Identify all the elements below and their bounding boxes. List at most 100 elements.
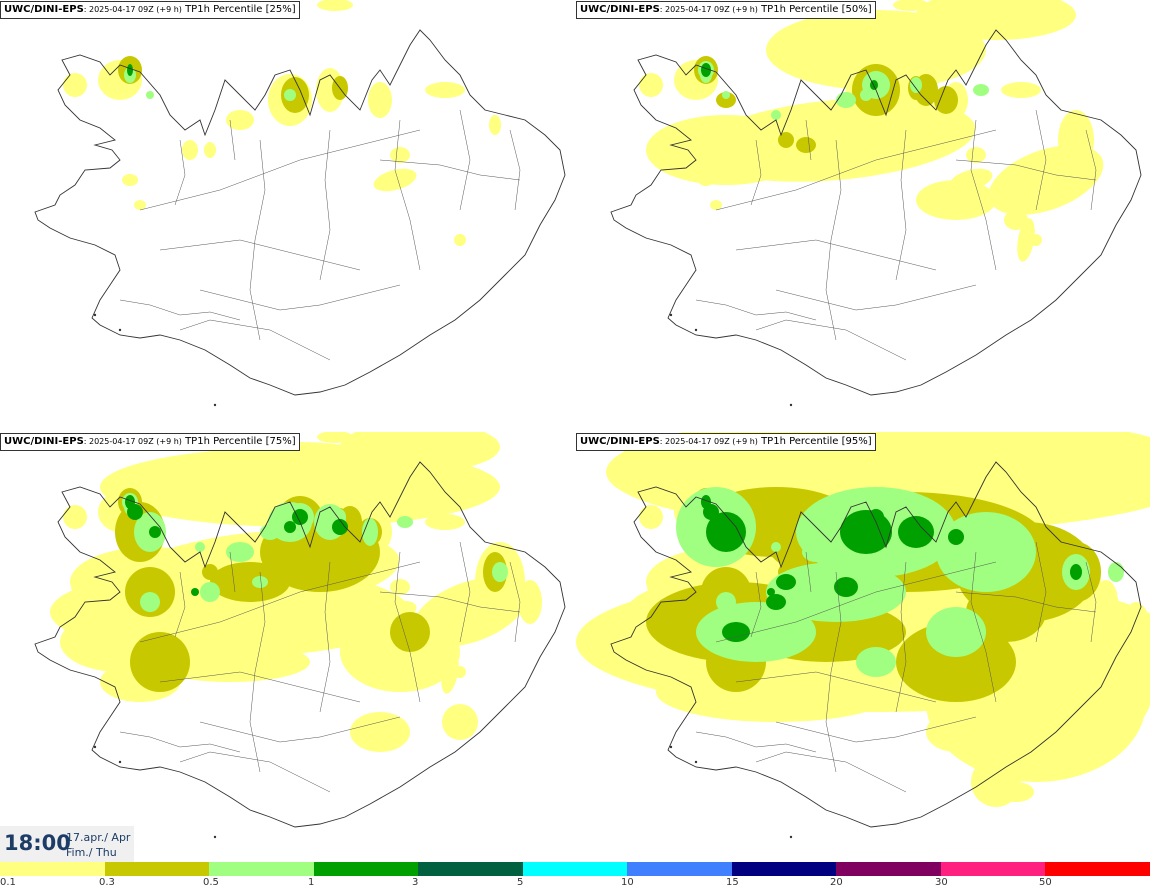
colorbar-segment [627,862,732,876]
island [669,745,673,749]
road-line [755,319,907,361]
valid-time: 18:00 [4,831,71,855]
road-line [895,129,907,281]
precip-area [706,512,746,552]
precip-area [722,622,750,642]
run-time: : 2025-04-17 09Z (+9 h) [659,5,758,14]
precip-area [252,576,268,588]
road-line [805,551,812,593]
colorbar-label: 10 [621,877,634,888]
colorbar-labels: 0.1 0.3 0.5 1 3 5 10 15 20 30 50 [0,877,1150,891]
colorbar-label: 0.5 [203,877,219,888]
road-line [229,119,236,161]
precip-area [210,562,290,602]
colorbar-segment [0,862,105,876]
road-line [249,139,266,341]
island [93,745,97,749]
colorbar-label: 30 [935,877,948,888]
road-line [1085,129,1097,211]
precip-area [776,574,796,590]
precip-area [317,0,353,11]
model-name: UWC/DINI-EPS [4,4,84,15]
precip-area [350,712,410,752]
precip-area [489,115,501,135]
road-line [394,119,421,271]
colorbar-label: 3 [412,877,419,888]
model-name: UWC/DINI-EPS [4,436,84,447]
road-line [775,284,977,311]
road-line [319,129,331,281]
road-line [805,119,812,161]
island [694,760,698,764]
precip-area [1017,218,1035,262]
precip-area [390,612,430,652]
precip-area [840,510,892,554]
island [93,313,97,317]
precip-area [771,542,781,552]
coastline [610,29,1142,396]
colorbar-label: 15 [726,877,739,888]
run-time: : 2025-04-17 09Z (+9 h) [659,437,758,446]
road-line [174,139,186,206]
road-line [459,109,471,211]
precip-area [722,91,730,99]
precip-area [948,529,964,545]
valid-date: 17.apr./ Apr [66,831,131,844]
road-line [249,571,266,773]
precip-area [425,82,465,98]
precip-area [200,582,220,602]
coastline [34,29,566,396]
island [213,403,217,407]
variable-name: TP1h Percentile [95%] [757,436,872,447]
precip-area [373,168,417,192]
road-line [735,239,937,271]
precip-area [1004,210,1028,230]
precip-area [836,92,856,108]
precip-area [936,512,1036,592]
panel-title: UWC/DINI-EPS: 2025-04-17 09Z (+9 h) TP1h… [0,1,300,19]
colorbar-segment [836,862,941,876]
road-line [159,671,361,703]
colorbar-segment [209,862,314,876]
colorbar-label: 20 [830,877,843,888]
colorbar-segment [940,862,1046,876]
road-line [159,239,361,271]
road-line [970,551,997,703]
precip-area [140,592,160,612]
precip-area [898,516,934,548]
precip-area [1116,602,1150,722]
road-line [199,716,401,743]
panel-title: UWC/DINI-EPS: 2025-04-17 09Z (+9 h) TP1h… [0,433,300,451]
road-line [695,731,817,753]
road-line [179,319,331,361]
road-line [229,551,236,593]
precip-map [34,432,566,839]
island [789,403,793,407]
road-line [319,561,331,713]
precip-area [130,632,190,692]
road-line [715,561,997,643]
colorbar-segment [1045,862,1150,876]
precip-area [397,516,413,528]
road-line [955,159,1097,181]
precip-area [910,77,922,93]
precip-area [332,519,348,535]
road-line [695,299,817,321]
precip-area [916,0,1076,40]
precip-area [716,92,736,108]
island [669,313,673,317]
precip-area [926,607,986,657]
model-name: UWC/DINI-EPS [580,436,660,447]
precip-area [973,84,989,96]
road-line [509,561,521,643]
map-panel-p95: UWC/DINI-EPS: 2025-04-17 09Z (+9 h) TP1h… [576,432,1150,862]
precip-map [610,0,1142,407]
island [118,328,122,332]
precip-area [896,622,1016,702]
road-line [825,139,842,341]
valid-time-box: 18:00 17.apr./ Apr Fim./ Thu [0,826,134,862]
road-line [955,591,1097,613]
road-line [139,129,421,211]
precip-area [191,588,199,596]
precip-area [518,580,542,624]
